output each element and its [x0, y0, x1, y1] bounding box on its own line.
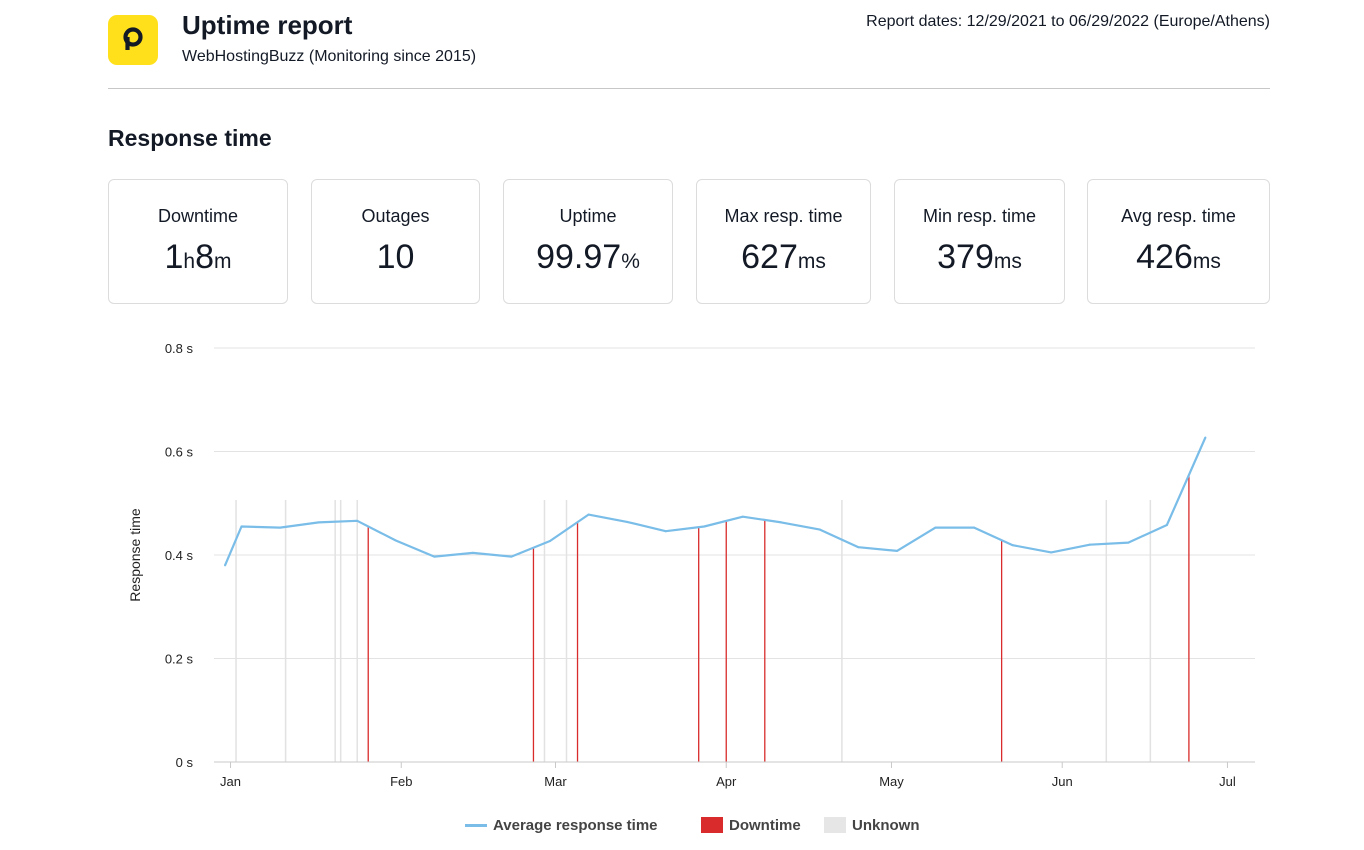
stat-card-max-resp-time: Max resp. time 627ms — [696, 179, 871, 304]
data-point — [818, 528, 821, 531]
y-tick-label: 0.6 s — [165, 445, 194, 460]
data-point — [1127, 541, 1130, 544]
series-average-response-time — [223, 436, 1207, 567]
report-header: Uptime report WebHostingBuzz (Monitoring… — [0, 0, 1364, 90]
stat-number: 379 — [937, 238, 994, 276]
data-point — [224, 564, 227, 567]
x-tick-label: May — [879, 774, 904, 789]
data-point — [356, 519, 359, 522]
legend-item-downtime[interactable]: Downtime — [701, 813, 801, 837]
data-point — [394, 539, 397, 542]
legend-item-average-response-time[interactable]: Average response time — [465, 813, 658, 837]
stat-card-outages: Outages 10 — [311, 179, 480, 304]
section-title: Response time — [108, 125, 272, 151]
data-point — [703, 525, 706, 528]
chart-legend: Average response time Downtime Unknown — [0, 813, 1364, 837]
legend-label: Unknown — [852, 816, 920, 834]
stat-number: 10 — [376, 238, 415, 276]
stat-unit: h — [183, 250, 196, 273]
data-point — [510, 555, 513, 558]
legend-swatch-box — [824, 817, 846, 833]
data-point — [1204, 436, 1207, 439]
response-time-chart: 0 s0.2 s0.4 s0.6 s0.8 s Jan Feb Mar Apr May J… — [127, 341, 1255, 789]
y-axis-ticks: 0 s 0.2 s 0.4 s 0.6 s 0.8 s — [165, 341, 194, 770]
stat-value: 627ms — [697, 238, 870, 277]
data-point — [973, 526, 976, 529]
stat-label: Uptime — [559, 206, 617, 226]
stat-value: 10 — [312, 238, 479, 277]
data-point — [664, 530, 667, 533]
stat-label: Downtime — [157, 206, 239, 226]
stat-label: Avg resp. time — [1121, 206, 1236, 226]
data-point — [626, 520, 629, 523]
stat-unit: m — [214, 250, 232, 273]
x-axis-ticks: Jan Feb Mar Apr May Jun Jul — [220, 762, 1236, 789]
y-tick-label: 0.2 s — [165, 652, 194, 667]
stat-value: 379ms — [895, 238, 1064, 277]
page-subtitle: WebHostingBuzz (Monitoring since 2015) — [182, 48, 477, 65]
x-tick-label: Feb — [390, 774, 412, 789]
page-title: Uptime report — [182, 10, 353, 40]
stat-number: 1 — [164, 238, 184, 276]
gridlines — [214, 347, 1255, 659]
y-tick-label: 0.8 s — [165, 341, 194, 356]
stat-value: 1h8m — [109, 238, 287, 277]
stat-number: 8 — [195, 238, 215, 276]
data-point — [780, 521, 783, 524]
data-point — [1088, 543, 1091, 546]
legend-label: Downtime — [729, 816, 801, 834]
stat-card-uptime: Uptime 99.97% — [503, 179, 673, 304]
downtime-markers — [367, 475, 1190, 762]
legend-swatch-line — [465, 823, 487, 827]
data-point — [934, 526, 937, 529]
data-point — [1050, 551, 1053, 554]
x-tick-label: Jun — [1052, 774, 1073, 789]
stat-value: 99.97% — [504, 238, 672, 277]
y-tick-label: 0 s — [176, 755, 194, 770]
stat-label: Max resp. time — [724, 206, 843, 226]
y-tick-label: 0.4 s — [165, 548, 194, 563]
stat-unit: ms — [1192, 250, 1221, 273]
data-point — [548, 540, 551, 543]
stat-card-min-resp-time: Min resp. time 379ms — [894, 179, 1065, 304]
legend-swatch-box — [701, 817, 723, 833]
report-dates: Report dates: 12/29/2021 to 06/29/2022 (… — [866, 13, 1270, 30]
p-logo-icon — [108, 15, 158, 65]
data-point — [1165, 523, 1168, 526]
data-point — [471, 551, 474, 554]
x-tick-label: Jan — [220, 774, 241, 789]
data-point — [895, 549, 898, 552]
data-point — [741, 515, 744, 518]
data-point — [279, 526, 282, 529]
stat-value: 426ms — [1088, 238, 1269, 277]
data-point — [857, 546, 860, 549]
unknown-markers — [235, 500, 1152, 762]
stat-unit: ms — [797, 250, 826, 273]
stat-label: Min resp. time — [922, 206, 1037, 226]
y-axis-label: Response time — [127, 508, 143, 602]
stat-unit: ms — [993, 250, 1022, 273]
stat-number: 426 — [1136, 238, 1193, 276]
stat-label: Outages — [361, 206, 430, 226]
stat-card-avg-resp-time: Avg resp. time 426ms — [1087, 179, 1270, 304]
data-point — [317, 521, 320, 524]
data-point — [1011, 544, 1014, 547]
data-point — [587, 513, 590, 516]
x-tick-label: Mar — [544, 774, 567, 789]
header-divider — [108, 88, 1270, 89]
x-tick-label: Apr — [716, 774, 737, 789]
stat-unit: % — [621, 250, 640, 273]
stat-number: 627 — [741, 238, 798, 276]
series-line — [223, 437, 1207, 566]
stat-number: 99.97 — [536, 238, 622, 276]
stat-card-downtime: Downtime 1h8m — [108, 179, 288, 304]
legend-label: Average response time — [493, 816, 658, 834]
legend-item-unknown[interactable]: Unknown — [824, 813, 920, 837]
data-point — [433, 555, 436, 558]
x-tick-label: Jul — [1219, 774, 1236, 789]
data-point — [240, 525, 243, 528]
